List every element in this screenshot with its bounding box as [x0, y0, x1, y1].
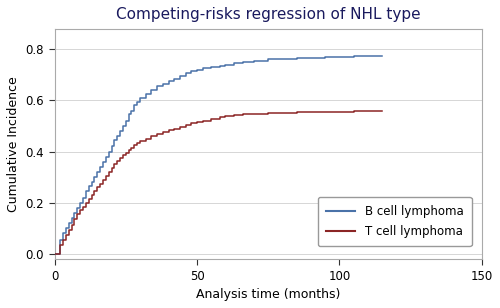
- Y-axis label: Cumulative Incidence: Cumulative Incidence: [7, 76, 20, 212]
- Legend: B cell lymphoma, T cell lymphoma: B cell lymphoma, T cell lymphoma: [318, 197, 472, 246]
- Title: Competing-risks regression of NHL type: Competing-risks regression of NHL type: [116, 7, 420, 22]
- X-axis label: Analysis time (months): Analysis time (months): [196, 288, 340, 301]
